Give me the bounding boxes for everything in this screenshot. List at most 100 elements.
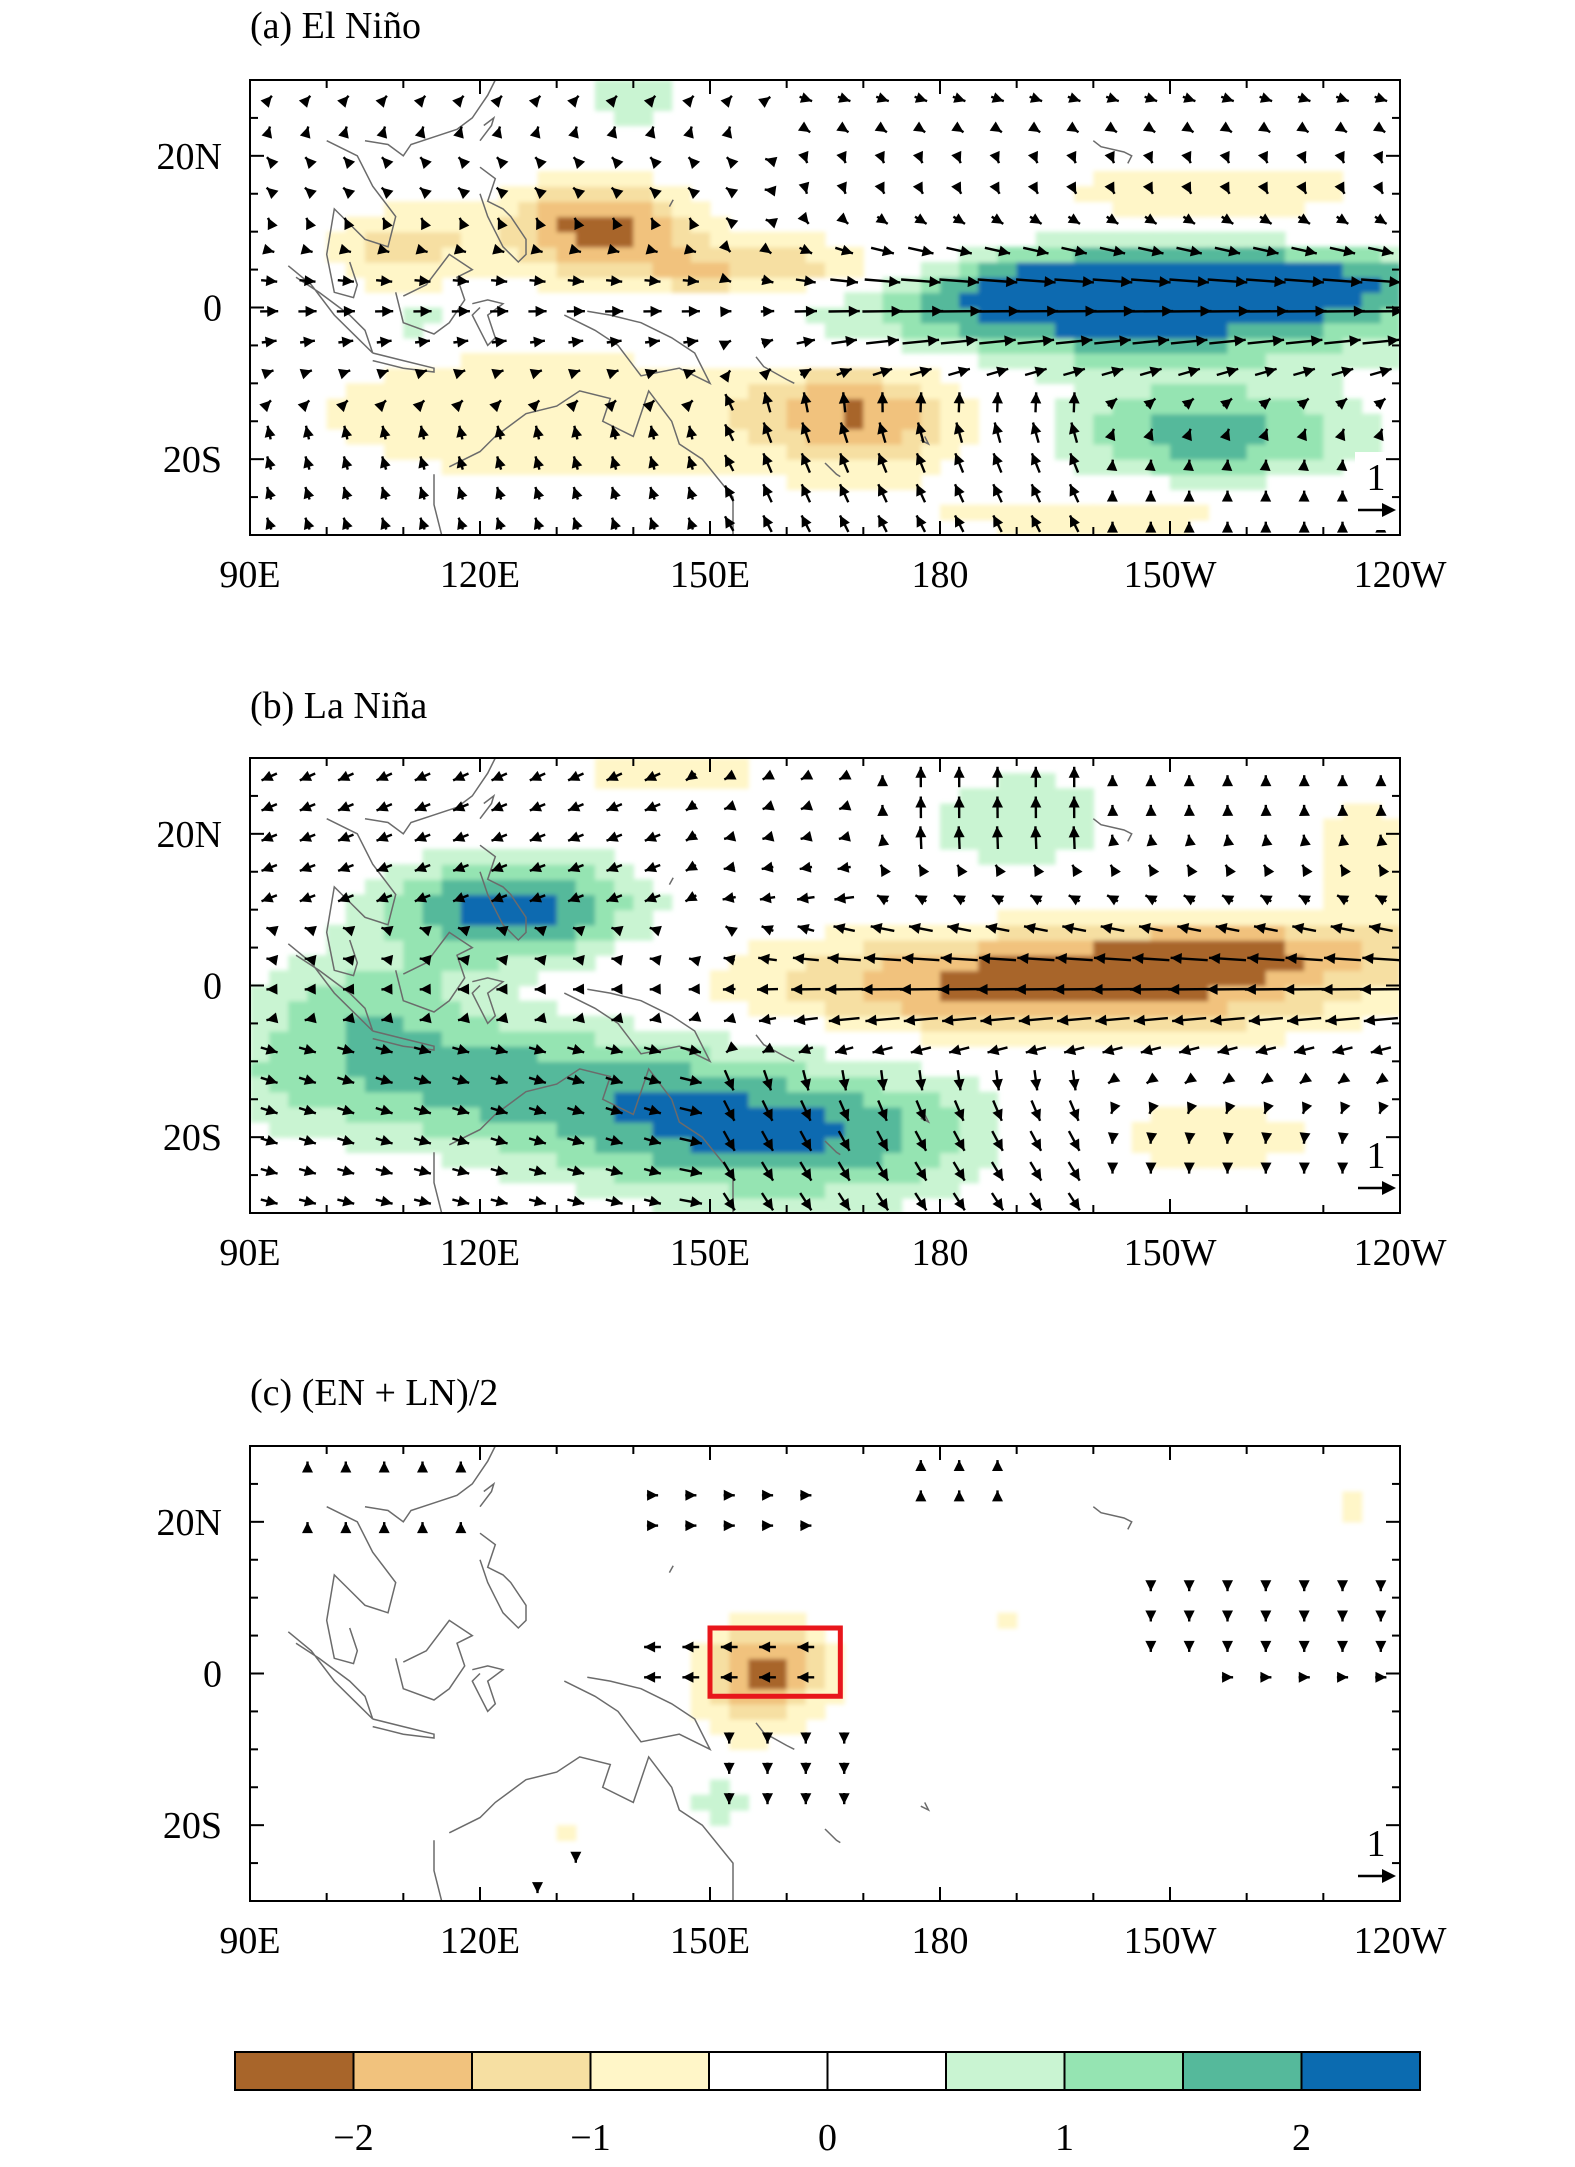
wind-vector-head (861, 983, 873, 995)
anomaly-cell (882, 428, 903, 445)
anomaly-cell (1208, 201, 1229, 218)
anomaly-cell (326, 1106, 347, 1123)
anomaly-cell (1208, 231, 1229, 248)
wind-vector-head (1338, 1072, 1351, 1084)
anomaly-cell (1323, 428, 1344, 445)
anomaly-cell (1323, 459, 1344, 475)
wind-vector-head (1069, 484, 1080, 497)
wind-vector-head (991, 826, 1003, 838)
wind-vector-head (341, 336, 354, 348)
anomaly-cell (940, 1106, 960, 1123)
anomaly-cell (499, 353, 519, 369)
anomaly-cell (901, 307, 922, 324)
anomaly-cell (480, 444, 500, 460)
anomaly-cell (1131, 940, 1152, 956)
anomaly-cell (556, 216, 577, 233)
wind-vector-head (1219, 428, 1231, 442)
wind-vector-head (878, 834, 890, 847)
anomaly-cell (1323, 833, 1344, 850)
wind-vector-head (529, 801, 543, 812)
wind-vector-head (1145, 895, 1158, 906)
coastline (394, 931, 474, 1013)
wind-vector-head (611, 157, 624, 170)
anomaly-cell (556, 262, 577, 278)
wind-vector-head (1325, 1014, 1337, 1026)
anomaly-cell (1189, 1000, 1209, 1017)
wind-vector-head (342, 1074, 355, 1085)
anomaly-cell (575, 231, 596, 248)
anomaly-cell (1227, 955, 1248, 971)
anomaly-cell (901, 444, 922, 460)
wind-vector-head (838, 1762, 850, 1774)
anomaly-cell (614, 444, 634, 460)
wind-vector-head (724, 454, 735, 468)
anomaly-cell (1093, 186, 1114, 202)
wind-vector-head (800, 1762, 812, 1774)
anomaly-cell (767, 262, 788, 278)
wind-vector-head (644, 801, 658, 812)
coastline (1092, 1506, 1133, 1530)
anomaly-cell (384, 909, 404, 926)
wind-vector-head (1298, 92, 1311, 103)
wind-vector-head (1255, 1044, 1268, 1056)
wind-vector-head (381, 983, 393, 995)
anomaly-cell (959, 970, 979, 987)
wind-vector-head (568, 831, 581, 842)
wind-vector-head (1376, 834, 1388, 847)
wind-vector-head (338, 243, 351, 255)
anomaly-cell (345, 909, 366, 926)
anomaly-cell (1246, 909, 1267, 926)
wind-vector-head (685, 860, 699, 871)
anomaly-cell (767, 398, 788, 415)
wind-vector-head (762, 1078, 773, 1091)
anomaly-cell (805, 246, 826, 263)
anomaly-cell (690, 1152, 711, 1169)
wind-vector-head (380, 487, 391, 500)
wind-vector-head (533, 1165, 546, 1176)
wind-vector-head (606, 801, 619, 812)
wind-vector-head (688, 955, 702, 967)
anomaly-cell (575, 1031, 596, 1047)
wind-vector-head (303, 1104, 316, 1116)
wind-vector-head (1029, 213, 1042, 224)
anomaly-cell (978, 833, 999, 850)
anomaly-cell (365, 1122, 385, 1138)
anomaly-cell (1208, 292, 1229, 309)
wind-vector-head (380, 517, 391, 530)
wind-vector-head (304, 275, 316, 287)
wind-vector-head (457, 1165, 470, 1176)
anomaly-cell (1265, 459, 1286, 475)
anomaly-cell (1208, 368, 1229, 384)
wind-vector-head (1373, 121, 1386, 133)
wind-vector-head (992, 1108, 1003, 1121)
anomaly-cell (633, 262, 654, 278)
anomaly-cell (365, 428, 385, 445)
anomaly-cell (710, 246, 730, 263)
anomaly-cell (1227, 970, 1248, 987)
anomaly-cell (997, 322, 1018, 339)
wind-vector-head (262, 243, 275, 255)
anomaly-cell (920, 1031, 941, 1047)
anomaly-cell (1074, 353, 1094, 369)
anomaly-cell (1016, 307, 1037, 324)
x-tick-label: 180 (912, 1232, 969, 1274)
anomaly-cell (269, 1031, 289, 1047)
colorbar-cell (1182, 2051, 1303, 2091)
wind-vector-head (455, 1461, 467, 1473)
anomaly-cell (1265, 262, 1286, 278)
coastline (920, 1802, 931, 1812)
wind-vector-head (298, 95, 311, 108)
wind-vectors (259, 92, 1400, 533)
anomaly-cell (345, 1031, 366, 1047)
anomaly-cell (1285, 383, 1305, 400)
anomaly-cell (901, 337, 922, 354)
wind-vector-head (722, 892, 735, 903)
anomaly-cell (1380, 849, 1400, 865)
panel-mean: (c) (EN + LN)/2 1 90E 120E 150E 180 150W 120W… (157, 1372, 1447, 1962)
wind-vector-head (915, 422, 927, 435)
wind-vector-head (648, 1074, 661, 1085)
wind-vector-head (529, 126, 541, 139)
wind-vector-head (1283, 983, 1295, 995)
wind-vector-head (1069, 1138, 1080, 1151)
anomaly-cell (997, 970, 1018, 987)
